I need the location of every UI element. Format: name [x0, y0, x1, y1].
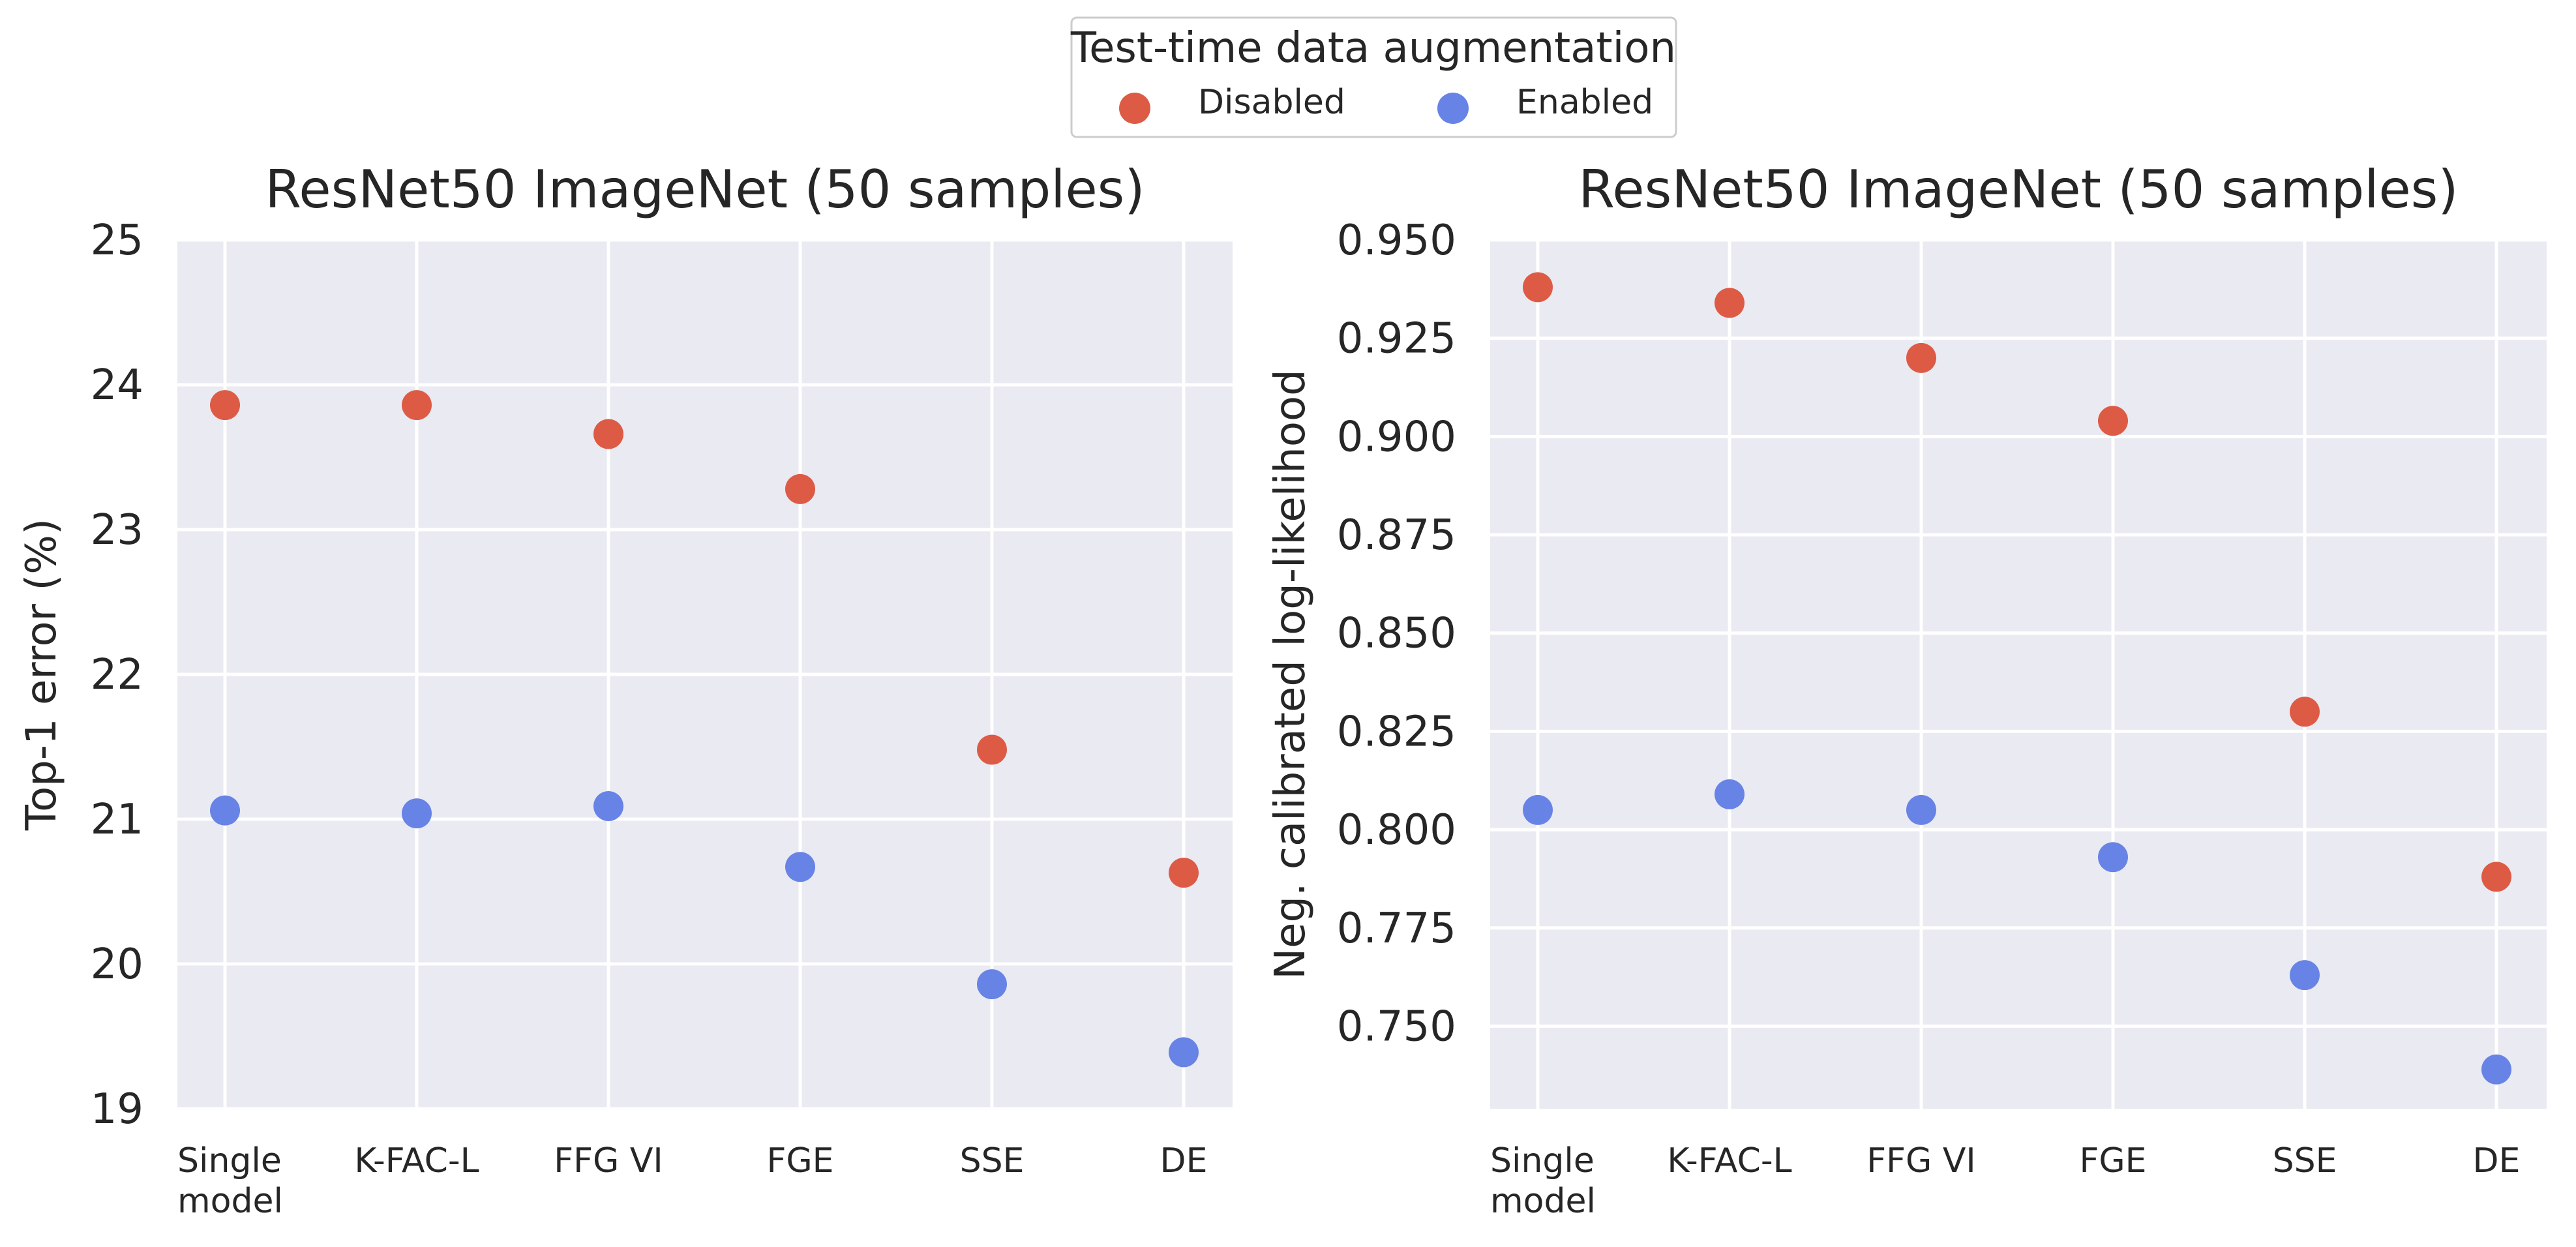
data-point-enabled	[210, 795, 240, 826]
y-tick-label: 0.775	[1337, 905, 1456, 953]
data-point-enabled	[402, 798, 432, 829]
chart-panel-error: 19 20 21 22 23 24 25 Single model K-FAC-L FFG VI FG…	[18, 159, 1233, 1221]
legend-label-enabled: Enabled	[1516, 83, 1653, 122]
y-tick-label: 23	[91, 506, 143, 554]
y-tick-label: 0.900	[1337, 413, 1456, 461]
data-point-disabled	[402, 390, 432, 421]
legend: Test-time data augmentation Disabled Ena…	[1070, 16, 1677, 138]
y-tick-label: 19	[91, 1085, 143, 1134]
y-tick-label: 0.750	[1337, 1002, 1456, 1051]
y-tick-label: 0.825	[1337, 708, 1456, 756]
x-tick-label: FGE	[766, 1141, 833, 1180]
data-point-enabled	[2098, 842, 2128, 873]
x-tick-label: Single model	[1490, 1141, 1596, 1221]
x-tick-label: FFG VI	[1866, 1141, 1976, 1180]
y-tick-label: 0.875	[1337, 511, 1456, 560]
data-point-disabled	[785, 473, 815, 504]
legend-label-disabled: Disabled	[1198, 83, 1345, 122]
x-tick-label: K-FAC-L	[1667, 1141, 1791, 1180]
data-point-enabled	[2290, 960, 2320, 991]
x-tick-label: DE	[2473, 1141, 2521, 1180]
data-point-disabled	[1906, 342, 1936, 373]
y-tick-label: 20	[91, 940, 143, 989]
data-point-disabled	[1523, 272, 1553, 303]
x-tick-label: DE	[1160, 1141, 1208, 1180]
legend-box	[1070, 16, 1677, 138]
y-axis-label: Neg. calibrated log-likelihood	[1266, 369, 1315, 980]
legend-marker-enabled	[1437, 93, 1469, 124]
x-tick-label: SSE	[960, 1141, 1025, 1180]
data-point-enabled	[2481, 1054, 2511, 1085]
data-point-disabled	[2098, 406, 2128, 436]
data-point-enabled	[1906, 794, 1936, 825]
data-point-disabled	[2290, 697, 2320, 727]
data-point-enabled	[785, 852, 815, 882]
data-point-enabled	[1523, 794, 1553, 825]
y-tick-label: 25	[91, 217, 143, 265]
y-axis-label: Top-1 error (%)	[18, 518, 66, 831]
legend-marker-disabled	[1119, 93, 1150, 124]
data-point-disabled	[2481, 862, 2511, 892]
plot-area-nll	[1490, 240, 2547, 1109]
data-point-enabled	[1169, 1037, 1199, 1068]
y-tick-label: 0.850	[1337, 610, 1456, 658]
data-point-disabled	[1715, 288, 1745, 318]
y-tick-label: 0.950	[1337, 217, 1456, 265]
y-tick-label: 24	[91, 361, 143, 410]
data-point-enabled	[593, 791, 623, 822]
chart-panel-nll: 0.750 0.775 0.800 0.825 0.850 0.875 0.900 0.925…	[1266, 159, 2547, 1221]
x-tick-label: FGE	[2079, 1141, 2146, 1180]
data-point-disabled	[977, 734, 1007, 765]
data-point-enabled	[1715, 779, 1745, 809]
y-tick-label: 21	[91, 796, 143, 844]
chart-title: ResNet50 ImageNet (50 samples)	[265, 159, 1145, 220]
legend-title: Test-time data augmentation	[1070, 24, 1676, 72]
data-point-disabled	[593, 419, 623, 449]
y-tick-label: 0.800	[1337, 806, 1456, 854]
data-point-disabled	[210, 390, 240, 421]
x-tick-label: K-FAC-L	[354, 1141, 479, 1180]
chart-title: ResNet50 ImageNet (50 samples)	[1578, 159, 2458, 220]
data-point-enabled	[977, 969, 1007, 1000]
x-tick-label: FFG VI	[554, 1141, 663, 1180]
data-point-disabled	[1169, 858, 1199, 888]
x-tick-label: SSE	[2273, 1141, 2337, 1180]
y-tick-label: 0.925	[1337, 315, 1456, 363]
x-tick-label: Single model	[177, 1141, 283, 1221]
y-tick-label: 22	[91, 651, 143, 699]
